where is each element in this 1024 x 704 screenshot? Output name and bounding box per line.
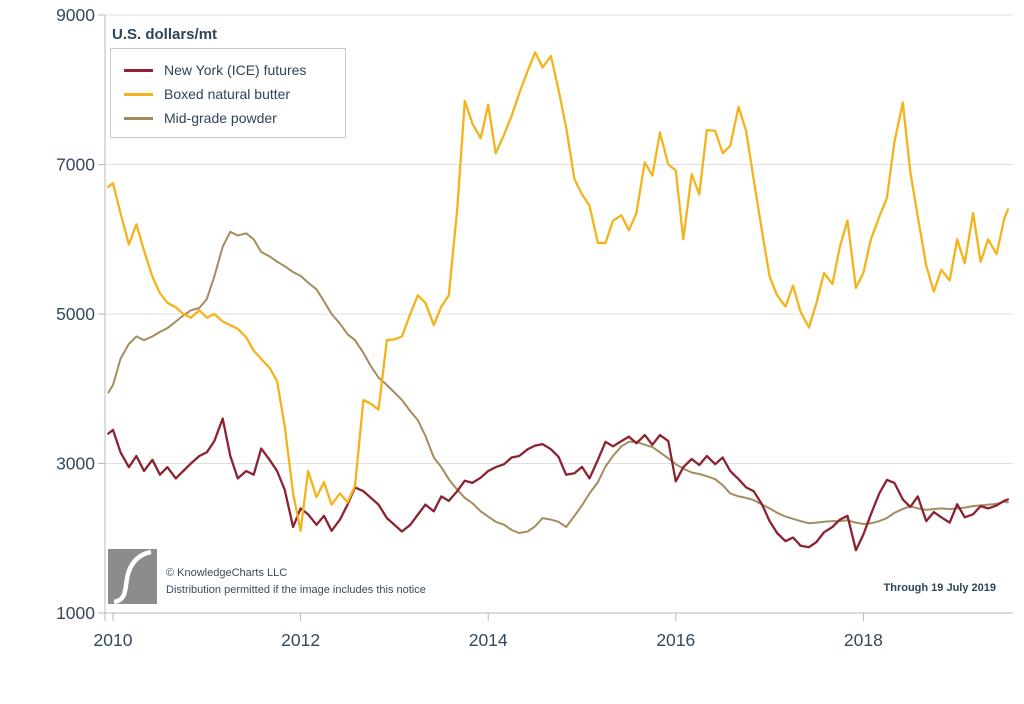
legend-swatch-mid-grade-powder <box>124 116 153 120</box>
legend: New York (ICE) futures Boxed natural but… <box>110 48 346 138</box>
series-line-ny-ice-futures <box>107 417 1010 552</box>
data-through-date: Through 19 July 2019 <box>883 582 996 594</box>
legend-item-boxed-natural-butter: Boxed natural butter <box>124 82 345 106</box>
footer-notice: © KnowledgeCharts LLC Distribution permi… <box>166 565 426 599</box>
logo-s-curve <box>113 549 152 604</box>
footer-distribution-notice: Distribution permitted if the image incl… <box>166 584 426 596</box>
legend-label-mid-grade-powder: Mid-grade powder <box>164 110 277 126</box>
logo-square <box>108 549 157 604</box>
y-axis-label-3000: 3000 <box>56 454 95 474</box>
legend-item-ny-ice-futures: New York (ICE) futures <box>124 58 345 82</box>
legend-swatch-boxed-natural-butter <box>124 92 153 96</box>
x-axis-label-2012: 2012 <box>281 630 320 650</box>
legend-item-mid-grade-powder: Mid-grade powder <box>124 106 345 130</box>
legend-swatch-ny-ice-futures <box>124 68 153 72</box>
knowledgecharts-logo <box>108 549 157 604</box>
series-line-mid-grade-powder <box>107 230 1009 534</box>
chart-title: U.S. dollars/mt <box>112 26 218 43</box>
x-axis-label-2014: 2014 <box>469 630 508 650</box>
legend-label-boxed-natural-butter: Boxed natural butter <box>164 86 291 102</box>
y-axis-label-5000: 5000 <box>56 304 95 324</box>
x-axis-label-2018: 2018 <box>844 630 883 650</box>
x-axis-label-2016: 2016 <box>656 630 695 650</box>
legend-label-ny-ice-futures: New York (ICE) futures <box>164 62 307 78</box>
y-axis-label-7000: 7000 <box>56 155 95 175</box>
footer-copyright: © KnowledgeCharts LLC <box>166 567 288 579</box>
y-axis-label-1000: 1000 <box>56 603 95 623</box>
y-axis-label-9000: 9000 <box>56 5 95 25</box>
series-line-boxed-natural-butter <box>107 51 1010 532</box>
x-axis-label-2010: 2010 <box>94 630 133 650</box>
